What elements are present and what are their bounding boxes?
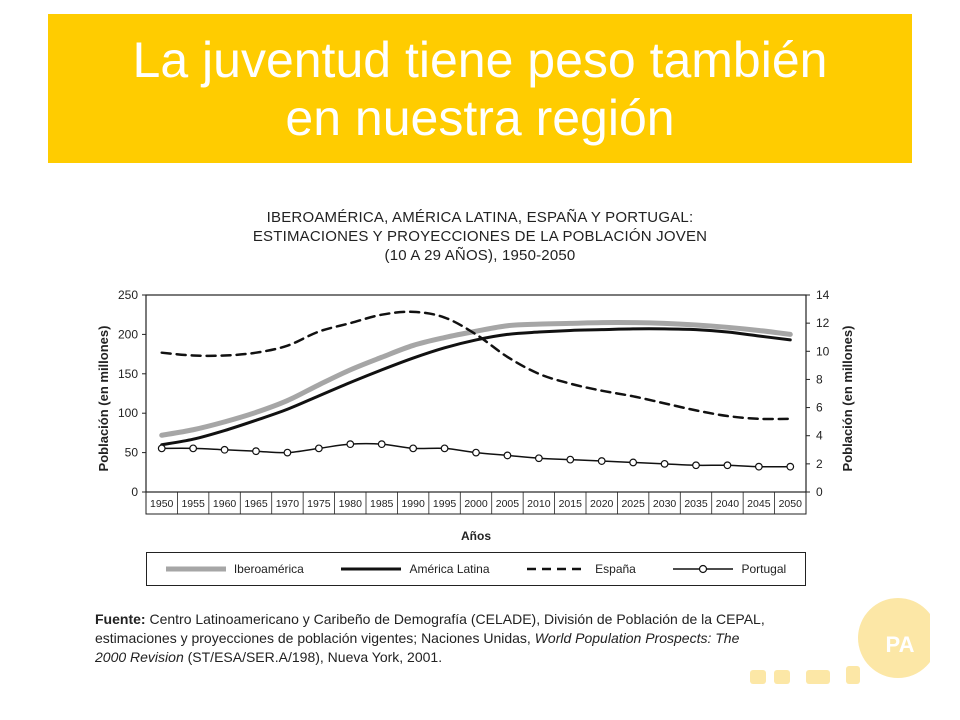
series-point-portugal (786, 462, 795, 471)
x-tick-label: 1950 (150, 498, 174, 510)
title-banner: La juventud tiene peso también en nuestr… (48, 14, 912, 163)
x-tick-label: 1975 (307, 498, 331, 510)
x-tick-label: 1980 (339, 498, 363, 510)
y-left-axis-title: Población (en millones) (96, 326, 111, 472)
source-text-1: Centro Latinoamericano y Caribeño de Dem… (149, 611, 765, 627)
series-point-portugal (440, 444, 449, 453)
series-point-portugal (157, 444, 166, 453)
legend-item-america-latina: América Latina (341, 562, 490, 576)
series-line-america-latina (160, 327, 792, 447)
y-right-tick-label: 6 (816, 401, 823, 415)
y-left-tick-label: 50 (125, 446, 139, 460)
series-point-portugal (252, 447, 260, 456)
x-tick-label: 1985 (370, 498, 394, 510)
chart-title-line-1: IBEROAMÉRICA, AMÉRICA LATINA, ESPAÑA Y P… (266, 209, 694, 226)
series-point-portugal (534, 454, 543, 463)
x-tick-label: 2025 (621, 498, 645, 510)
series-point-portugal (189, 444, 198, 453)
x-tick-label: 1965 (244, 498, 268, 510)
series-point-portugal (314, 444, 323, 453)
series-point-portugal (283, 448, 292, 457)
y-right-tick-label: 12 (816, 316, 830, 330)
legend-label-america-latina: América Latina (409, 562, 490, 576)
y-right-tick-label: 8 (816, 372, 823, 386)
series-point-portugal (503, 451, 512, 460)
y-left-tick-label: 200 (118, 327, 138, 341)
y-left-tick-label: 100 (118, 406, 138, 420)
series-point-portugal (754, 462, 763, 471)
source-italic-2: 2000 Revision (95, 649, 184, 665)
x-tick-label: 2030 (653, 498, 677, 510)
x-tick-label: 2035 (684, 498, 708, 510)
chart-legend: Iberoamérica América Latina España Portu… (146, 552, 806, 586)
series-point-portugal (660, 459, 669, 468)
chart-title-line-2: ESTIMACIONES Y PROYECCIONES DE LA POBLAC… (252, 228, 708, 245)
legend-item-portugal: Portugal (673, 562, 786, 576)
x-tick-label: 2015 (559, 498, 583, 510)
legend-swatch-espana (527, 567, 588, 571)
legend-item-iberoamerica: Iberoamérica (165, 562, 304, 576)
legend-label-espana: España (595, 562, 636, 576)
slide-title-line-1: La juventud tiene peso también (132, 31, 828, 88)
y-right-tick-label: 0 (816, 485, 823, 499)
legend-label-iberoamerica: Iberoamérica (233, 562, 304, 576)
series-point-portugal (723, 461, 732, 470)
x-tick-label: 2005 (496, 498, 520, 510)
y-left-tick-label: 250 (118, 288, 138, 302)
series-point-portugal (220, 445, 229, 454)
y-right-tick-label: 4 (816, 429, 823, 443)
series-point-portugal (409, 444, 418, 453)
x-tick-label: 1995 (433, 498, 457, 510)
legend-item-espana: España (527, 562, 636, 576)
series-point-portugal (629, 458, 638, 467)
x-tick-label: 2010 (527, 498, 551, 510)
series-point-portugal (472, 448, 480, 457)
x-tick-label: 2050 (779, 498, 803, 510)
x-tick-label: 2020 (590, 498, 614, 510)
y-right-tick-label: 2 (816, 457, 823, 471)
y-right-axis-title: Población (en millones) (840, 326, 855, 472)
x-tick-label: 1990 (401, 498, 425, 510)
chart-title: IBEROAMÉRICA, AMÉRICA LATINA, ESPAÑA Y P… (150, 208, 810, 265)
decorative-logo: PA (750, 598, 930, 684)
x-tick-label: 1960 (213, 498, 237, 510)
legend-swatch-iberoamerica (165, 566, 226, 572)
y-right-tick-label: 10 (816, 344, 830, 358)
source-italic-1: World Population Prospects: The (534, 630, 740, 646)
x-tick-label: 1970 (276, 498, 300, 510)
y-left-tick-label: 150 (118, 367, 138, 381)
chart-title-line-3: (10 A 29 AÑOS), 1950-2050 (384, 247, 576, 264)
series-point-portugal (566, 455, 575, 464)
legend-swatch-america-latina (341, 567, 402, 571)
slide-title: La juventud tiene peso también en nuestr… (133, 31, 828, 147)
y-right-tick-label: 14 (816, 288, 830, 302)
x-axis-category-row (145, 491, 807, 515)
x-tick-label: 1955 (181, 498, 205, 510)
y-left-tick-label: 0 (131, 485, 138, 499)
series-line-espana (160, 310, 792, 421)
decorative-logo-shapes (750, 598, 930, 684)
series-point-portugal (597, 457, 606, 465)
chart-source: Fuente: Centro Latinoamericano y Caribeñ… (95, 610, 875, 667)
source-label: Fuente: (95, 611, 146, 627)
x-tick-label: 2040 (716, 498, 740, 510)
source-text-2: estimaciones y proyecciones de población… (95, 630, 531, 646)
legend-label-portugal: Portugal (741, 562, 787, 576)
source-text-3: (ST/ESA/SER.A/198), Nueva York, 2001. (187, 649, 443, 665)
legend-swatch-portugal (673, 564, 734, 574)
series-point-portugal (692, 461, 700, 470)
x-axis-title: Años (461, 529, 491, 543)
x-tick-label: 2000 (464, 498, 488, 510)
series-point-portugal (377, 440, 386, 449)
slide-title-line-2: en nuestra región (285, 89, 675, 146)
x-tick-label: 2045 (747, 498, 771, 510)
decorative-logo-text: PA (886, 632, 915, 657)
series-line-iberoamerica (159, 319, 793, 438)
series-point-portugal (346, 440, 355, 449)
